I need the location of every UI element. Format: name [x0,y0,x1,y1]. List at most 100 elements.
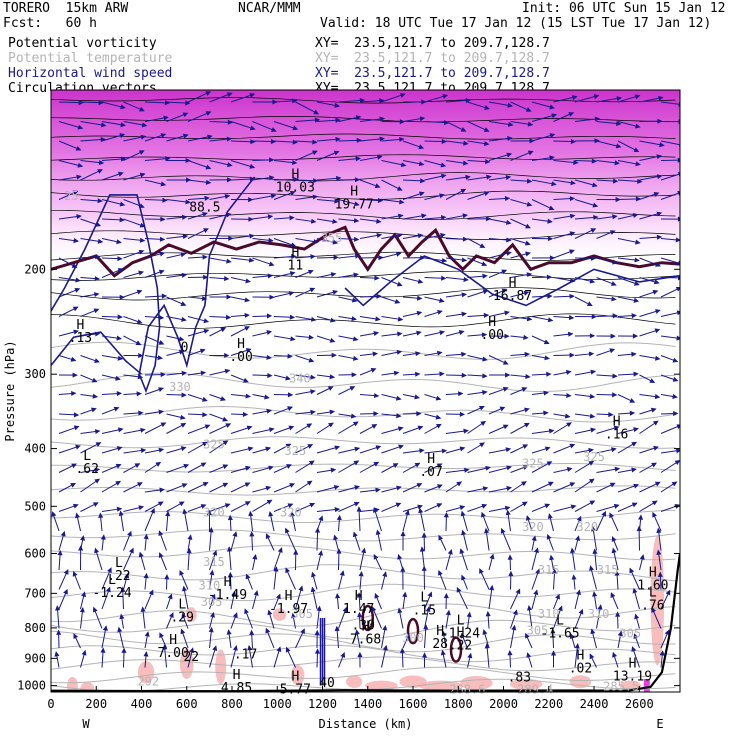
vector-head [397,553,403,560]
vector-head [546,371,552,377]
vector-head [505,447,512,453]
vector-head [653,279,660,285]
vector-head [546,533,552,540]
vector-head [265,446,272,452]
vector-head [351,316,358,322]
extremum-value-label: .29 [170,610,193,625]
vector-head [72,306,79,312]
vector-head [462,213,469,219]
vector-head [483,127,490,132]
center-label: NCAR/MMM [238,1,301,16]
vector-head [244,608,249,615]
vector-head [222,416,229,422]
vector-head [329,374,336,380]
vector-head [334,102,340,108]
vector-head [676,424,680,430]
pv-loop [449,636,463,663]
vector-head [586,301,593,307]
vector-head [397,607,403,614]
vector-head [479,442,485,448]
vector-head [333,534,338,541]
vector-head [119,133,126,139]
vector-head [180,301,187,306]
vector-head [547,293,553,299]
vector-head [614,570,620,576]
vector-head [557,605,563,612]
vector-head [181,370,188,376]
theta-contour [51,644,676,663]
vector-head [75,512,80,519]
vector-head [397,213,404,219]
vector-head [268,261,275,267]
vector-head [633,147,640,153]
y-tick-label: 300 [24,367,46,381]
vector-head [639,554,645,560]
vector-head [55,605,61,611]
vector-head [664,629,670,636]
pv-blob-magenta [643,679,650,692]
vector-head [138,249,145,255]
model-label: TORERO 15km ARW [3,1,129,16]
vector-head [226,546,233,552]
vector-head [102,625,108,631]
vector-head [289,271,296,277]
vector-head [635,161,641,167]
vector-arrow [596,97,622,103]
vector-head [158,447,165,453]
vector-head [482,373,488,379]
vector-head [635,123,641,129]
vector-head [593,94,600,100]
vector-head [588,478,595,484]
y-tick-label: 400 [24,442,46,456]
vector-head [570,504,577,510]
vector-head [138,551,144,558]
theta-contour [51,666,676,684]
vector-head [227,162,233,168]
pv-blob [215,649,227,685]
vector-head [205,179,212,185]
vector-head [649,378,656,383]
theta-label: 289.4 [517,682,553,696]
vector-head [547,236,554,242]
vector-head [310,254,316,260]
vector-head [91,377,98,383]
vector-head [525,373,531,380]
vector-head [182,585,187,592]
vector-head [526,605,532,611]
vector-head [204,195,210,201]
vector-head [117,626,123,633]
vector-head [355,115,362,121]
vector-head [226,92,233,98]
vector-head [634,613,640,620]
vector-head [593,214,599,220]
extremum-value-label: 4.85 [221,681,252,696]
vector-head [651,606,657,613]
vector-head [288,425,295,431]
vector-head [653,445,659,451]
vector-head [396,485,402,491]
vector-head [310,374,316,380]
x-tick-label: 400 [131,697,153,711]
vector-head [292,159,298,166]
vector-head [72,372,78,378]
vector-head [226,258,232,264]
vector-head [200,504,207,509]
vector-head [270,138,277,145]
extremum-kind-label: H [629,656,637,671]
vector-head [597,604,603,610]
vector-head [461,311,467,317]
vector-head [612,259,618,265]
vector-head [435,414,442,420]
vector-head [397,426,404,432]
vector-head [547,513,553,519]
vector-head [354,485,361,490]
vector-head [247,644,253,651]
vector-head [73,238,79,244]
theta-label: 305 [527,623,549,637]
vector-head [399,93,406,98]
vector-head [75,145,82,151]
theta-contour [51,436,676,449]
vector-head [209,569,215,576]
extremum-value-label: 1.47 [343,602,374,617]
vector-head [292,98,298,104]
